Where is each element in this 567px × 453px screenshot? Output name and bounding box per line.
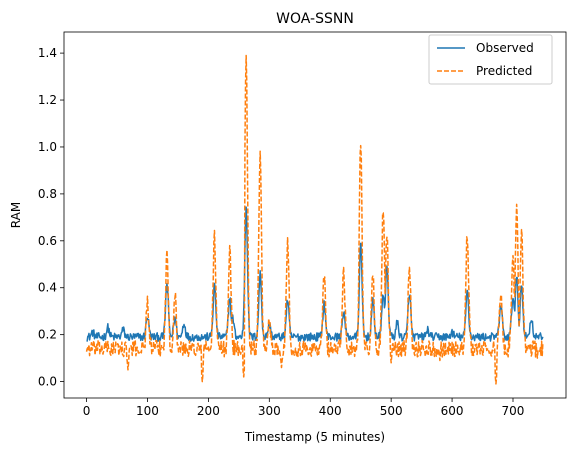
y-tick-label: 0.8 bbox=[38, 187, 57, 201]
x-tick-label: 200 bbox=[197, 404, 220, 418]
legend-label-predicted: Predicted bbox=[476, 64, 532, 78]
plot-area bbox=[63, 31, 567, 399]
legend-label-observed: Observed bbox=[476, 41, 534, 55]
x-tick-label: 300 bbox=[258, 404, 281, 418]
series-line-observed bbox=[86, 206, 544, 342]
y-axis-ticks: 0.0 0.2 0.4 0.6 0.8 1.0 1.2 1.4 bbox=[38, 46, 64, 389]
y-tick-label: 1.4 bbox=[38, 46, 57, 60]
y-tick-label: 0.4 bbox=[38, 281, 57, 295]
x-tick-label: 500 bbox=[380, 404, 403, 418]
x-axis-label: Timestamp (5 minutes) bbox=[244, 430, 385, 444]
legend: Observed Predicted bbox=[428, 34, 553, 85]
x-tick-label: 700 bbox=[502, 404, 525, 418]
x-tick-label: 100 bbox=[136, 404, 159, 418]
y-tick-label: 0.2 bbox=[38, 328, 57, 342]
chart-title: WOA-SSNN bbox=[276, 11, 354, 27]
series-line-predicted bbox=[85, 54, 544, 385]
x-axis-ticks: 0 100 200 300 400 500 600 700 bbox=[83, 398, 525, 418]
x-tick-label: 400 bbox=[319, 404, 342, 418]
y-tick-label: 0.0 bbox=[38, 375, 57, 389]
y-tick-label: 1.0 bbox=[38, 140, 57, 154]
plot-frame bbox=[63, 31, 567, 399]
x-tick-label: 600 bbox=[441, 404, 464, 418]
series-layer bbox=[85, 54, 544, 385]
y-tick-label: 0.6 bbox=[38, 234, 57, 248]
y-axis-label: RAM bbox=[9, 202, 23, 228]
y-tick-label: 1.2 bbox=[38, 93, 57, 107]
x-tick-label: 0 bbox=[83, 404, 91, 418]
